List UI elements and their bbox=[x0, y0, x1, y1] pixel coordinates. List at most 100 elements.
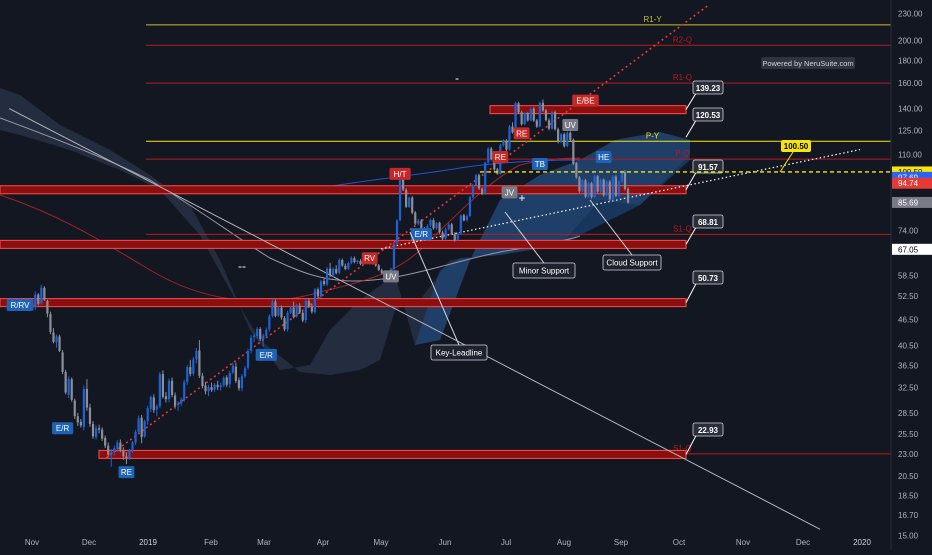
candle-body bbox=[614, 176, 617, 196]
candle-body bbox=[456, 233, 459, 240]
y-tick-label-17: 36.50 bbox=[898, 362, 919, 371]
candle-body bbox=[310, 306, 313, 312]
callout-value-5: 120.53 bbox=[696, 111, 721, 120]
marker-label-0: E/R bbox=[56, 424, 70, 433]
candle-body bbox=[170, 380, 174, 395]
candle-body bbox=[143, 421, 146, 437]
candle-body bbox=[234, 366, 237, 381]
candle-body bbox=[490, 148, 493, 160]
candle-body bbox=[544, 110, 548, 121]
candle-body bbox=[532, 108, 535, 121]
marker-badge-4 bbox=[389, 167, 411, 180]
candle-body bbox=[207, 387, 210, 392]
candle-body bbox=[295, 305, 298, 317]
candle-body bbox=[210, 387, 213, 391]
x-tick-label-0: Nov bbox=[25, 538, 39, 547]
y-tick-label-6: 110.00 bbox=[898, 151, 922, 160]
marker-label-2: R/RV bbox=[11, 301, 31, 310]
candle-body bbox=[408, 197, 411, 207]
candle-body bbox=[316, 289, 320, 297]
candle-body bbox=[113, 448, 116, 452]
level-label-3: P-Y bbox=[646, 131, 660, 140]
candle-body bbox=[477, 175, 481, 189]
level-label-0: R1-Y bbox=[643, 15, 662, 24]
marker-label-8: RE bbox=[516, 129, 527, 138]
candle-body bbox=[584, 180, 587, 197]
candle-body bbox=[350, 257, 353, 263]
annotation-text-0: Minor Support bbox=[519, 267, 570, 276]
candle-body bbox=[523, 113, 526, 125]
candle-body bbox=[253, 335, 256, 337]
candle-body bbox=[76, 416, 79, 423]
level-label-1: R2-Q bbox=[673, 35, 692, 44]
candle-body bbox=[335, 268, 338, 274]
candle-body bbox=[55, 336, 58, 343]
candle-body bbox=[484, 162, 487, 194]
marker-badge-11 bbox=[572, 94, 599, 107]
candle-body bbox=[128, 450, 131, 459]
candle-body bbox=[529, 108, 532, 121]
marker-label-6: UV bbox=[385, 272, 397, 281]
marker-label-13: JV bbox=[505, 188, 515, 197]
candle-body bbox=[380, 270, 383, 274]
candle-body bbox=[550, 112, 554, 129]
callout-value-0: 139.23 bbox=[696, 84, 721, 93]
ichimoku-cloud bbox=[0, 88, 690, 375]
candle-body bbox=[149, 396, 152, 409]
level-label-2: R1-Q bbox=[673, 73, 692, 82]
candle-body bbox=[465, 216, 469, 221]
candle-body bbox=[195, 350, 198, 360]
x-tick-label-4: Mar bbox=[257, 538, 271, 547]
candle-body bbox=[344, 265, 347, 269]
marker-badge-14 bbox=[118, 466, 135, 479]
candle-body bbox=[292, 307, 295, 317]
marker-label-7: RE bbox=[495, 153, 506, 162]
callout-box-5 bbox=[692, 107, 724, 122]
candle-body bbox=[116, 442, 119, 449]
marker-label-12: HE bbox=[598, 153, 609, 162]
annotation-leader-1 bbox=[589, 199, 633, 256]
cross-mark: + bbox=[518, 191, 525, 205]
trend-line-support-dotted bbox=[380, 148, 861, 250]
marker-label-4: H/T bbox=[394, 170, 407, 179]
candle-body bbox=[265, 329, 268, 337]
marker-badge-13 bbox=[501, 186, 518, 199]
candle-body bbox=[177, 403, 180, 405]
x-tick-label-3: Feb bbox=[204, 538, 218, 547]
callout-value-4: 22.93 bbox=[698, 426, 719, 435]
candle-body bbox=[237, 380, 241, 389]
candle-body bbox=[505, 140, 508, 150]
candle-body bbox=[301, 312, 304, 321]
candle-body bbox=[52, 332, 55, 342]
candle-body bbox=[414, 212, 417, 224]
candle-body bbox=[617, 181, 621, 196]
candle-body bbox=[547, 120, 551, 129]
candle-body bbox=[341, 260, 344, 266]
marker-badge-2 bbox=[6, 299, 34, 312]
candle-body bbox=[222, 377, 225, 386]
candle-body bbox=[219, 385, 222, 388]
candle-body bbox=[322, 281, 326, 285]
x-tick-label-9: Aug bbox=[557, 538, 571, 547]
marker-label-11: E/BE bbox=[576, 97, 594, 106]
marker-label-10: UV bbox=[565, 121, 577, 130]
candle-body bbox=[73, 400, 76, 417]
candle-body bbox=[560, 134, 563, 143]
candle-body bbox=[623, 171, 627, 190]
y-tick-label-2: 180.00 bbox=[898, 57, 923, 66]
candle-body bbox=[481, 188, 484, 194]
annotation-box-2 bbox=[430, 344, 488, 361]
candle-body bbox=[161, 374, 165, 397]
candle-body bbox=[122, 450, 125, 457]
candle-body bbox=[110, 452, 113, 455]
candle-body bbox=[155, 406, 158, 410]
marker-badge-12 bbox=[595, 150, 612, 163]
price-badge-1 bbox=[892, 171, 932, 183]
candle-body bbox=[283, 318, 286, 330]
candle-body bbox=[395, 220, 399, 244]
y-tick-label-5: 125.00 bbox=[898, 126, 923, 135]
marker-badge-10 bbox=[562, 118, 579, 131]
candle-body bbox=[289, 307, 292, 313]
candle-body bbox=[49, 314, 52, 333]
